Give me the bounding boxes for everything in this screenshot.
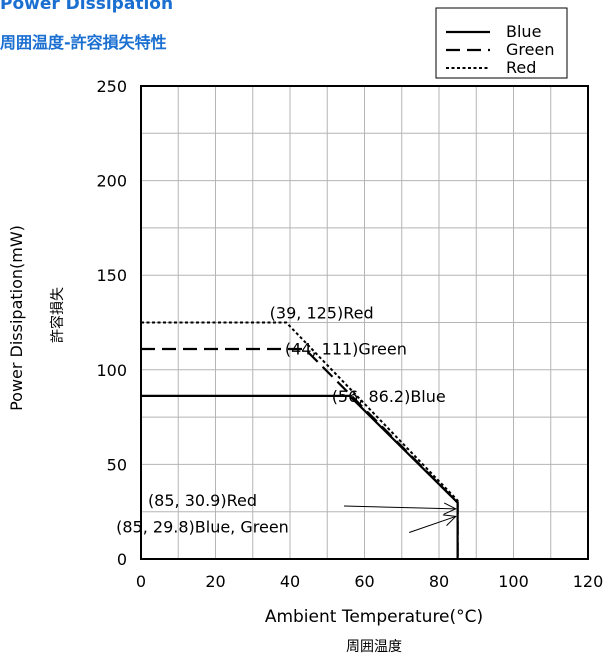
y-axis-label: Power Dissipation(mW) bbox=[7, 225, 26, 411]
annotations: (39, 125)Red (44, 111)Green (56, 86.2)Blue… bbox=[116, 304, 457, 537]
series-line-red bbox=[141, 321, 459, 559]
y-tick-label: 100 bbox=[96, 361, 127, 380]
annotation-label: (85, 30.9)Red bbox=[148, 491, 257, 510]
chart-subtitle: 周囲温度-許容損失特性 bbox=[0, 33, 167, 52]
y-tick-label: 50 bbox=[107, 455, 127, 474]
annotation-label: (56, 86.2)Blue bbox=[332, 387, 446, 406]
tick-labels: 0 20 40 60 80 100 120 0 50 100 150 200 250 bbox=[96, 77, 603, 591]
annotation-arrow bbox=[409, 515, 456, 533]
annotation-label: (39, 125)Red bbox=[270, 304, 374, 323]
y-tick-label: 250 bbox=[96, 77, 127, 96]
x-tick-label: 40 bbox=[280, 572, 300, 591]
series-lines bbox=[141, 321, 459, 559]
annotation-label: (44, 111)Green bbox=[285, 340, 407, 359]
legend-label-green: Green bbox=[506, 40, 554, 59]
legend-box bbox=[435, 7, 568, 79]
x-tick-label: 60 bbox=[354, 572, 374, 591]
y-tick-label: 0 bbox=[117, 550, 127, 569]
legend-label-red: Red bbox=[506, 58, 536, 77]
x-axis-label-jp: 周囲温度 bbox=[346, 639, 402, 655]
annotation-arrowhead bbox=[443, 502, 457, 515]
x-tick-label: 80 bbox=[429, 572, 449, 591]
x-tick-label: 100 bbox=[498, 572, 529, 591]
x-tick-label: 120 bbox=[573, 572, 604, 591]
series-line-green bbox=[141, 347, 459, 559]
x-tick-label: 0 bbox=[136, 572, 146, 591]
annotation-label: (85, 29.8)Blue, Green bbox=[116, 518, 289, 537]
x-tick-label: 20 bbox=[205, 572, 225, 591]
plot-frame bbox=[140, 85, 589, 560]
legend-label-blue: Blue bbox=[506, 22, 541, 41]
annotation-arrow bbox=[343, 505, 456, 510]
chart-title: Power Dissipation bbox=[0, 0, 174, 14]
x-axis-label: Ambient Temperature(°C) bbox=[265, 607, 483, 627]
y-tick-label: 200 bbox=[96, 172, 127, 191]
annotation-arrowhead bbox=[442, 514, 457, 526]
y-axis-label-jp: 許容損失 bbox=[49, 287, 66, 343]
y-tick-label: 150 bbox=[96, 266, 127, 285]
